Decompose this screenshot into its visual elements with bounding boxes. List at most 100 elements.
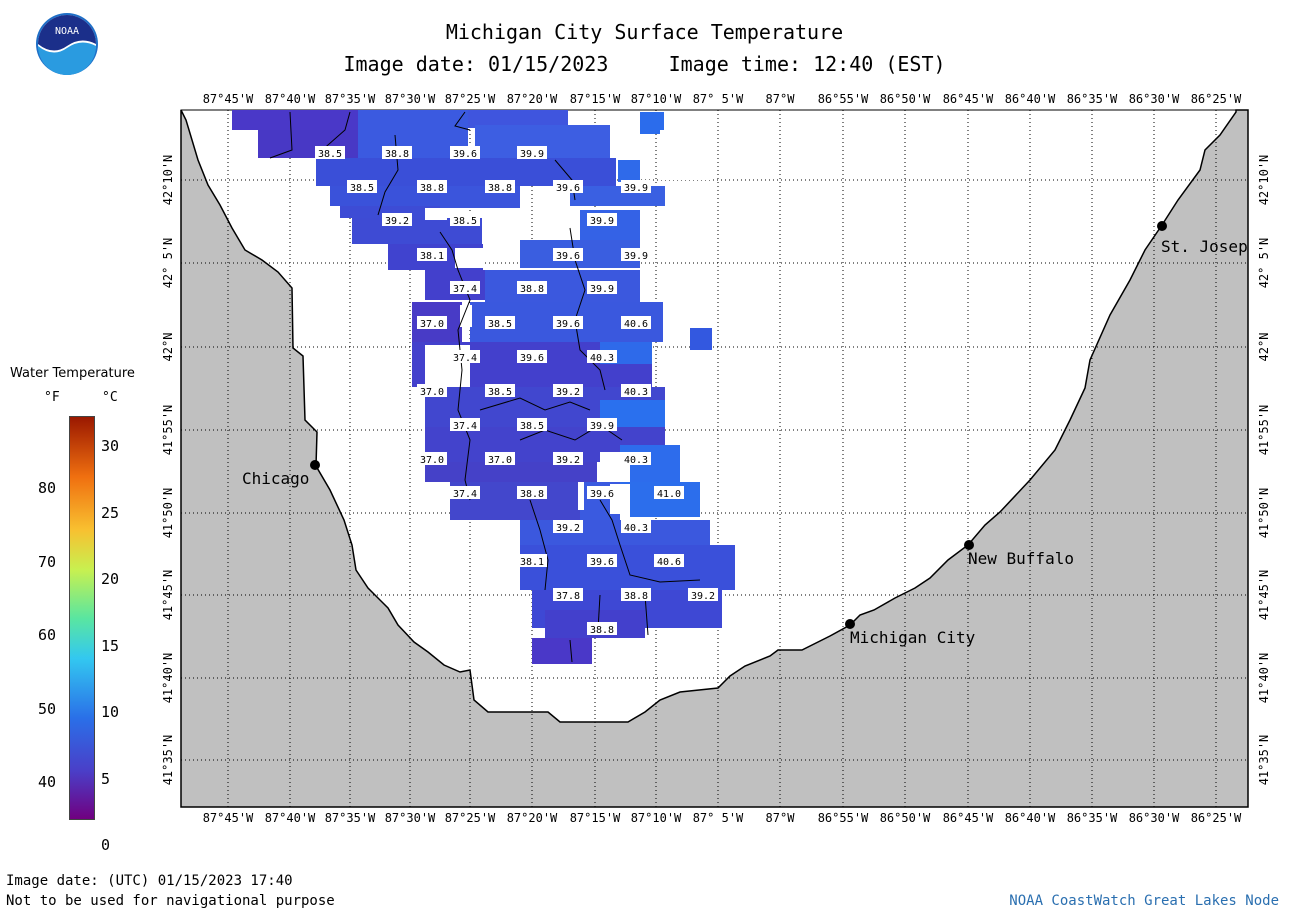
latitude-label: 41°40'N (161, 653, 175, 704)
temp-label-box (417, 384, 447, 397)
temperature-cell (532, 638, 592, 664)
temp-label-box (517, 350, 547, 363)
temp-label: 39.6 (553, 180, 583, 194)
temp-label-box (553, 248, 583, 261)
temp-value: 39.6 (556, 183, 580, 194)
temp-value: 37.8 (556, 591, 580, 602)
city-dot-st-joseph (1157, 221, 1167, 231)
temp-value: 39.6 (590, 557, 614, 568)
temp-value: 39.2 (385, 216, 409, 227)
temp-label-box (654, 554, 684, 567)
temperature-cell (340, 206, 440, 218)
temp-label: 39.9 (587, 418, 617, 432)
disclaimer: Not to be used for navigational purpose (6, 893, 335, 909)
longitude-label: 87°45'W (203, 811, 254, 825)
latitude-label: 42° 5'N (1257, 238, 1271, 289)
temp-value: 39.9 (590, 216, 614, 227)
latitude-label: 42°N (1257, 333, 1271, 362)
missing-data-cell (455, 248, 485, 268)
temperature-labels: 38.5 38.8 39.6 39.9 38.5 38.8 38.8 39.6 39.9 39.2… (315, 146, 718, 636)
temp-label: 38.8 (517, 486, 547, 500)
isotherm (454, 111, 471, 131)
temp-value: 38.5 (520, 421, 544, 432)
temp-value: 39.9 (624, 183, 648, 194)
f-tick: 40 (38, 773, 57, 791)
temp-label-box (587, 281, 617, 294)
temp-label-box (485, 452, 515, 465)
temp-value: 37.0 (488, 455, 512, 466)
temp-label: 39.6 (587, 486, 617, 500)
temp-value: 41.0 (657, 489, 681, 500)
temp-label-box (553, 384, 583, 397)
longitude-label: 87°30'W (385, 92, 436, 106)
temp-label: 37.0 (485, 452, 515, 466)
temp-label: 39.6 (517, 350, 547, 364)
temp-label: 37.4 (450, 418, 480, 432)
latitude-label: 41°45'N (161, 570, 175, 621)
legend-f-ticks: 80 70 60 50 40 (38, 452, 56, 820)
temp-value: 39.9 (624, 251, 648, 262)
temperature-cell (690, 328, 712, 350)
temperature-cell (358, 110, 468, 158)
utc-date: Image date: (UTC) 01/15/2023 17:40 (6, 873, 293, 889)
temp-label: 38.8 (621, 588, 651, 602)
longitude-label: 87°15'W (570, 92, 621, 106)
longitude-label: 87°25'W (445, 92, 496, 106)
longitude-label: 86°30'W (1129, 811, 1180, 825)
temp-label-box (688, 588, 718, 601)
temp-value: 39.6 (590, 489, 614, 500)
temp-value: 37.0 (420, 319, 444, 330)
temp-label-box (517, 281, 547, 294)
temp-label: 40.6 (654, 554, 684, 568)
temp-label: 37.4 (450, 281, 480, 295)
temp-value: 38.5 (488, 319, 512, 330)
temp-label: 40.3 (587, 350, 617, 364)
temp-label-box (417, 452, 447, 465)
temp-value: 38.8 (420, 183, 444, 194)
temperature-cell (232, 110, 362, 130)
temp-label-box (553, 520, 583, 533)
legend-unit-f: °F (44, 390, 60, 405)
temp-label-box (553, 588, 583, 601)
temp-label-box (450, 486, 480, 499)
city-label-chicago: Chicago (242, 469, 309, 488)
c-tick: 20 (101, 570, 120, 588)
c-tick: 0 (101, 836, 111, 854)
map-title: Michigan City Surface Temperature (445, 20, 844, 44)
c-tick: 5 (101, 769, 111, 788)
temp-label-box (587, 350, 617, 363)
logo-text: NOAA (55, 26, 79, 37)
temp-label: 39.2 (553, 384, 583, 398)
temp-label: 38.5 (347, 180, 377, 194)
temp-label-box (450, 281, 480, 294)
temp-label-box (450, 350, 480, 363)
longitude-label: 87°15'W (570, 811, 621, 825)
temp-label-box (382, 146, 412, 159)
city-label-michigan-city: Michigan City (850, 628, 976, 647)
temp-label: 39.9 (621, 180, 651, 194)
temp-value: 39.6 (556, 319, 580, 330)
temp-label-box (553, 180, 583, 193)
longitude-label: 87°35'W (325, 811, 376, 825)
credit: NOAA CoastWatch Great Lakes Node (1009, 893, 1279, 909)
temp-label-box (517, 486, 547, 499)
latitude-label: 42°10'N (161, 155, 175, 206)
temp-label: 38.5 (485, 316, 515, 330)
isotherm (319, 111, 351, 153)
temp-label: 37.0 (417, 452, 447, 466)
longitude-label: 86°40'W (1005, 92, 1056, 106)
longitude-label: 87°W (766, 811, 796, 825)
temp-value: 39.2 (556, 387, 580, 398)
temp-label-box (621, 384, 651, 397)
isotherm (569, 639, 573, 663)
temp-label-box (517, 146, 547, 159)
temp-value: 39.2 (691, 591, 715, 602)
temp-value: 38.8 (520, 284, 544, 295)
temperature-cell (468, 110, 568, 128)
temp-label: 40.3 (621, 452, 651, 466)
temp-label: 38.5 (485, 384, 515, 398)
temp-value: 39.2 (556, 455, 580, 466)
c-tick: 25 (101, 503, 120, 522)
temp-label-box (485, 180, 515, 193)
